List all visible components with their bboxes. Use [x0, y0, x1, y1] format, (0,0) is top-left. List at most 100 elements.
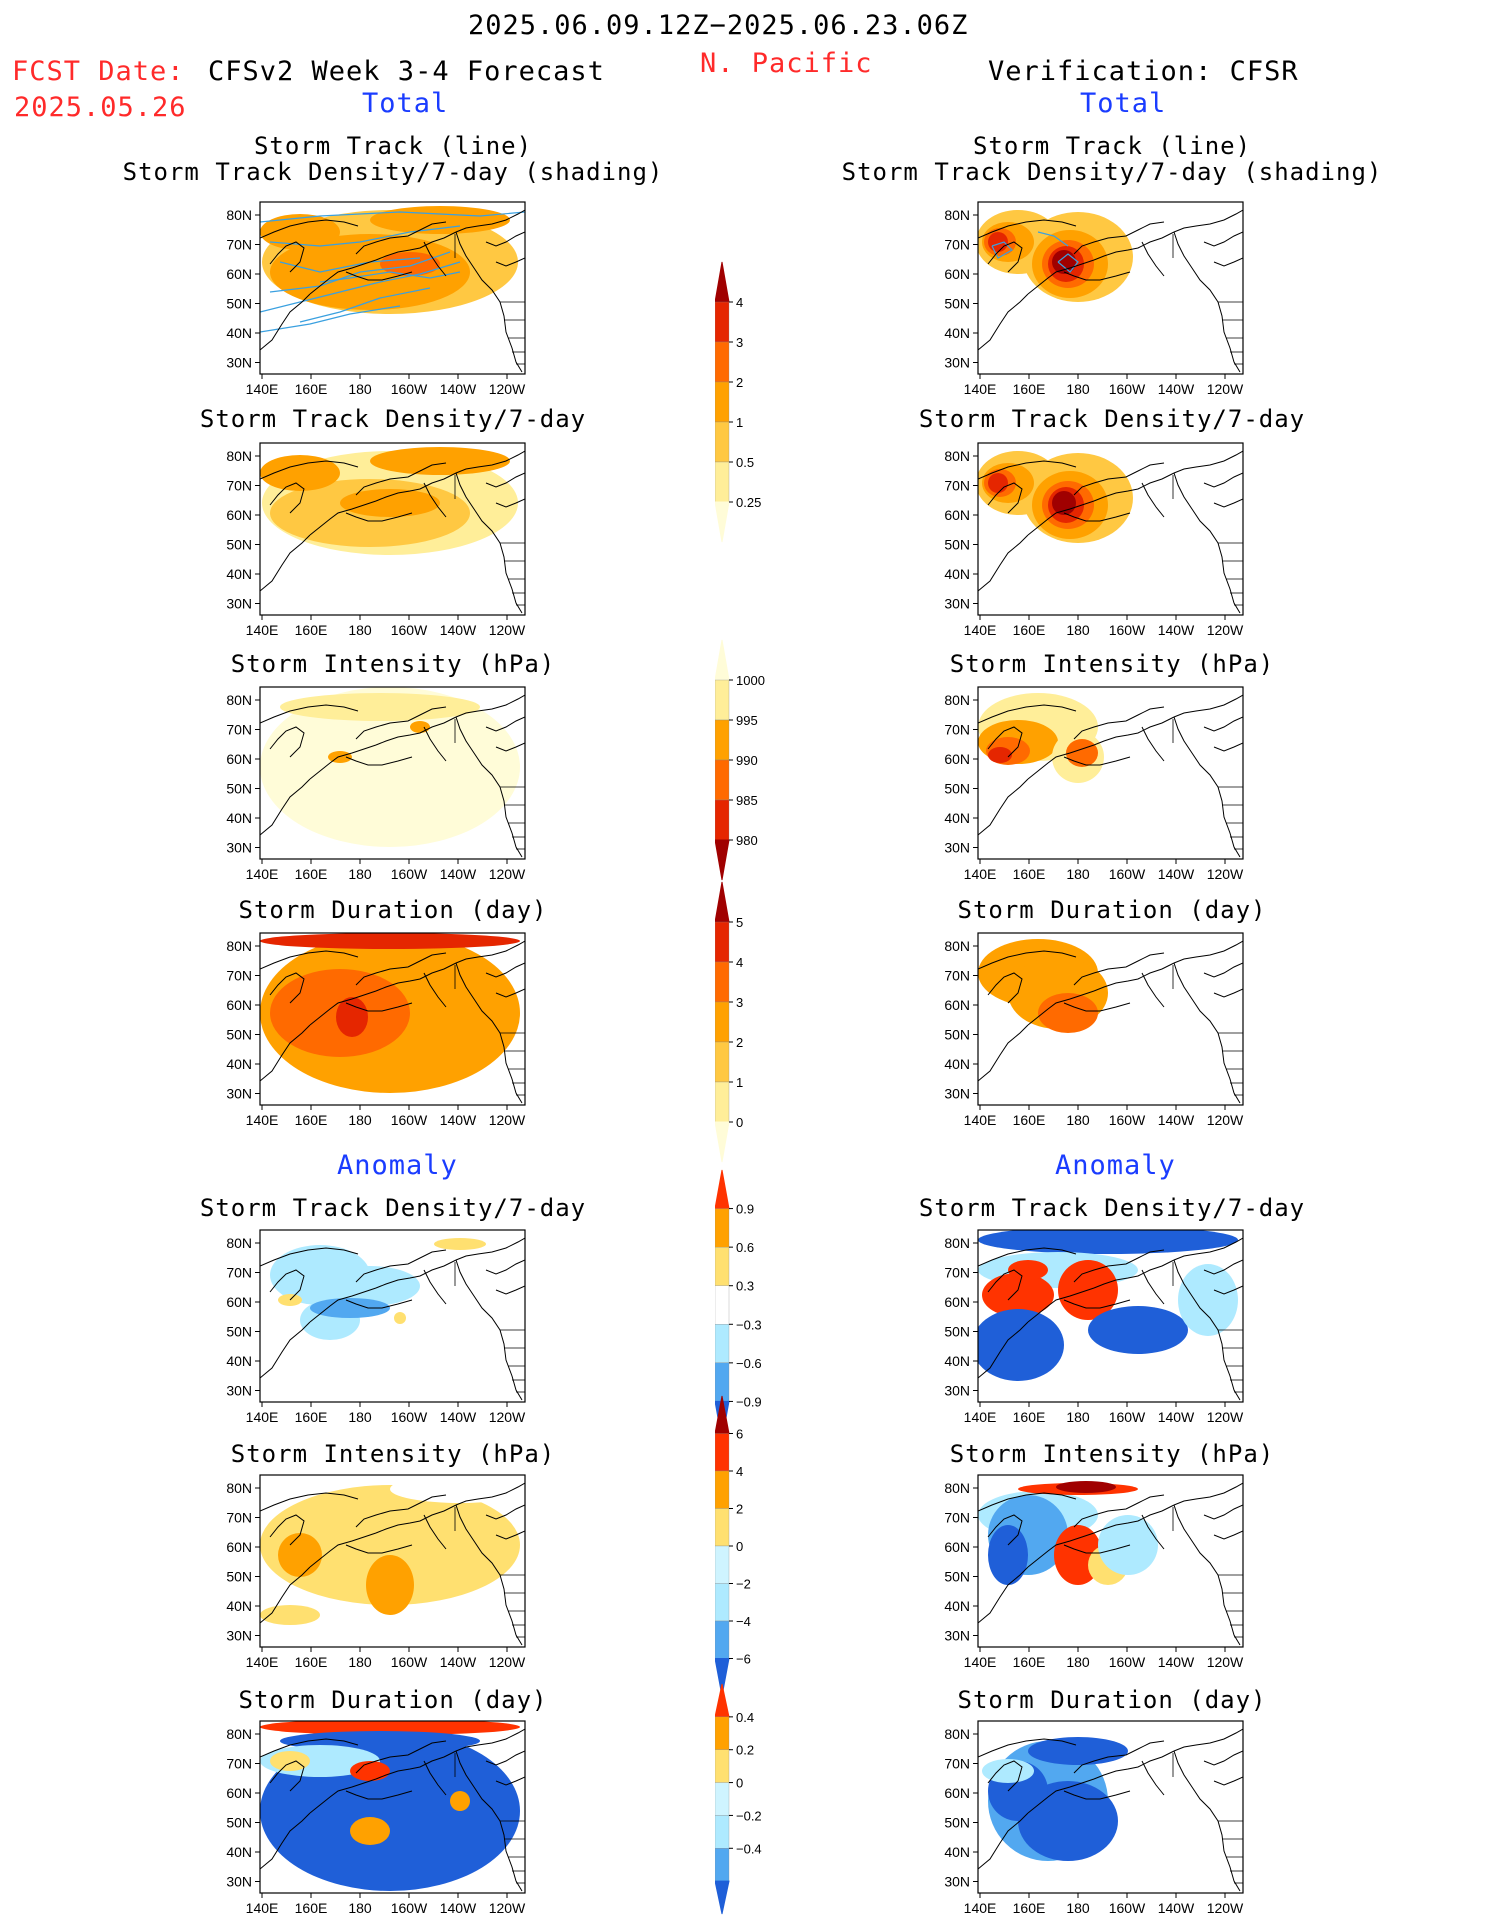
lat-tick-label: 80N	[226, 207, 252, 223]
lon-tick-label: 140W	[440, 381, 477, 397]
map-panel-densF: 80N 70N 60N 50N 40N 30N 140E 160E 180 160W 140W 120…	[226, 442, 526, 638]
map-panel-aiF: 80N 70N 60N 50N 40N 30N 140E 160E 180 160W 140W 120…	[226, 1474, 526, 1670]
lon-tick-label: 120W	[489, 1900, 526, 1916]
colorbar-label: 0.9	[736, 1202, 754, 1217]
shading-region	[982, 1273, 1054, 1317]
colorbar-label: −0.2	[736, 1808, 762, 1823]
colorbar-swatch	[715, 1208, 730, 1248]
lon-tick-label: 160E	[295, 1654, 328, 1670]
lon-tick-label: 140E	[246, 381, 279, 397]
lat-tick-label: 30N	[944, 840, 970, 856]
lat-tick-label: 60N	[226, 1785, 252, 1801]
colorbar-swatch	[715, 261, 730, 303]
colorbar-label: 0	[736, 1539, 743, 1554]
storm-track-line	[269, 225, 461, 247]
storm-track-line	[1037, 231, 1069, 247]
colorbar-swatch	[715, 1246, 730, 1286]
lat-tick-label: 50N	[226, 1027, 252, 1043]
shading-region	[350, 1817, 390, 1845]
lat-tick-label: 50N	[944, 1324, 970, 1340]
lon-tick-label: 160W	[391, 1654, 428, 1670]
lat-tick-label: 30N	[944, 1874, 970, 1890]
lat-tick-label: 70N	[944, 1510, 970, 1526]
colorbar-swatch	[715, 1782, 730, 1816]
colorbar-label: 0.3	[736, 1279, 754, 1294]
lon-tick-label: 180	[348, 1409, 372, 1425]
shading-region	[1056, 1481, 1116, 1493]
map-frame	[259, 932, 526, 1106]
map-panel-adV: 80N 70N 60N 50N 40N 30N 140E 160E 180 160W 140W 120…	[944, 1229, 1244, 1425]
lat-tick-label: 70N	[944, 722, 970, 738]
storm-track-line	[299, 287, 431, 323]
shading-region	[1038, 993, 1098, 1033]
lat-tick-label: 30N	[226, 1874, 252, 1890]
colorbar-label: 1000	[736, 673, 765, 688]
lat-tick-label: 50N	[944, 1027, 970, 1043]
colorbar-swatch	[715, 1121, 730, 1163]
map-frame	[259, 1229, 526, 1403]
colorbar-swatch	[715, 1583, 730, 1622]
lon-tick-label: 140E	[964, 1409, 997, 1425]
panel-title: Storm Track Density/7-day	[918, 405, 1306, 433]
map-panel-densV: 80N 70N 60N 50N 40N 30N 140E 160E 180 160W 140W 120…	[944, 442, 1244, 638]
lon-tick-label: 160E	[1013, 381, 1046, 397]
colorbar-swatch	[715, 1041, 730, 1083]
lon-tick-label: 120W	[1207, 381, 1244, 397]
shading-region	[260, 1605, 320, 1625]
lon-tick-label: 140W	[1158, 622, 1195, 638]
shading-region	[260, 214, 340, 250]
map-panel-trackF: 80N 70N 60N 50N 40N 30N 140E 160E 180 160W 140W 120…	[226, 201, 526, 397]
lat-tick-label: 80N	[226, 1235, 252, 1251]
lat-tick-label: 80N	[944, 1235, 970, 1251]
colorbar-swatch	[715, 341, 730, 383]
shading-region	[1178, 1264, 1238, 1336]
lat-tick-label: 80N	[944, 1480, 970, 1496]
lon-tick-label: 140W	[440, 1900, 477, 1916]
colorbar-swatch	[715, 1716, 730, 1750]
lat-tick-label: 60N	[944, 507, 970, 523]
lon-tick-label: 160W	[391, 1409, 428, 1425]
lat-tick-label: 40N	[944, 1056, 970, 1072]
lat-tick-label: 60N	[944, 997, 970, 1013]
colorbar-swatch	[715, 839, 730, 881]
lon-tick-label: 140W	[1158, 1112, 1195, 1128]
lat-tick-label: 30N	[944, 1383, 970, 1399]
lat-tick-label: 50N	[944, 296, 970, 312]
lat-tick-label: 70N	[944, 968, 970, 984]
fcst-label: FCST Date:	[12, 56, 185, 87]
map-panel-intF: 80N 70N 60N 50N 40N 30N 140E 160E 180 160W 140W 120…	[226, 686, 526, 882]
colorbar-label: 3	[736, 335, 743, 350]
colorbar-swatch	[715, 1545, 730, 1584]
panel-title: Storm Track (line)	[253, 132, 533, 160]
shading-region	[260, 1721, 520, 1735]
shading-region	[366, 1555, 414, 1615]
shading-region	[340, 489, 440, 517]
colorbar-label: 4	[736, 1464, 743, 1479]
lat-tick-label: 50N	[226, 1569, 252, 1585]
lat-tick-label: 70N	[944, 1756, 970, 1772]
shading-region	[1052, 491, 1076, 515]
lon-tick-label: 180	[348, 1112, 372, 1128]
shading-region	[320, 1266, 420, 1306]
lon-tick-label: 160W	[1109, 1112, 1146, 1128]
lat-tick-label: 40N	[944, 1844, 970, 1860]
colorbar-label: −0.9	[736, 1394, 762, 1409]
colorbar-label: −2	[736, 1577, 751, 1592]
lon-tick-label: 140W	[440, 1112, 477, 1128]
lat-tick-label: 70N	[944, 478, 970, 494]
lon-tick-label: 160E	[1013, 1900, 1046, 1916]
panel-title: Storm Intensity (hPa)	[949, 1440, 1275, 1468]
lon-tick-label: 140W	[1158, 1409, 1195, 1425]
lon-tick-label: 180	[1066, 1409, 1090, 1425]
colorbar-swatch	[715, 1683, 730, 1718]
shading-region	[988, 473, 1008, 493]
lat-tick-label: 80N	[944, 692, 970, 708]
lat-tick-label: 80N	[226, 1480, 252, 1496]
shading-region	[280, 693, 480, 721]
lat-tick-label: 60N	[226, 507, 252, 523]
storm-track-line	[279, 257, 421, 273]
shading-region	[1028, 1737, 1128, 1765]
colorbar-swatch	[715, 921, 730, 963]
lon-tick-label: 160E	[295, 1900, 328, 1916]
lon-tick-label: 120W	[489, 866, 526, 882]
